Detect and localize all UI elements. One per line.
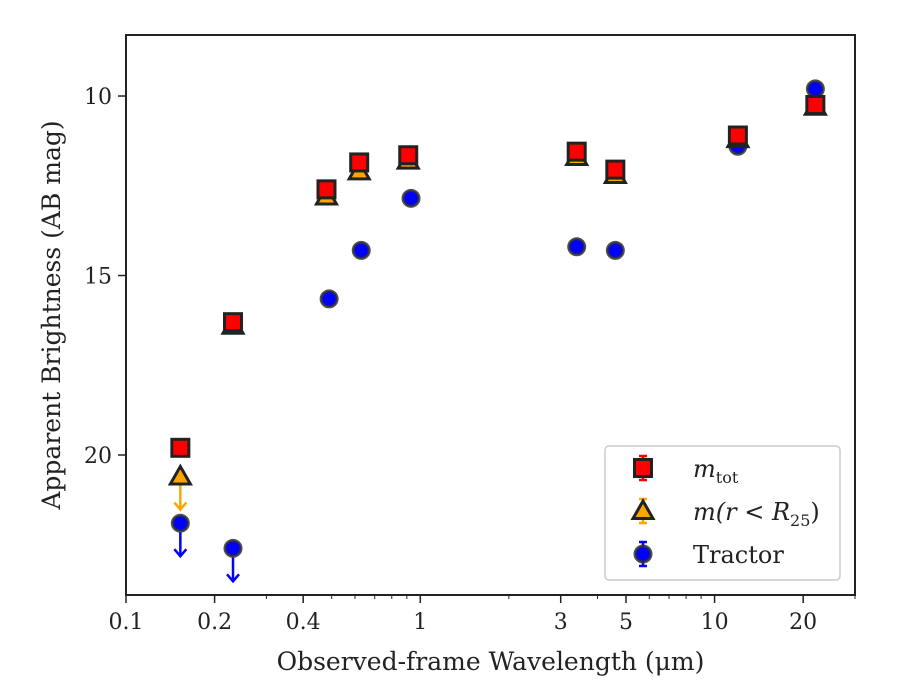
data-layer [167,79,828,584]
upper-limit-arrowhead [173,548,188,559]
x-tick-label: 20 [789,610,817,635]
legend-label: Tractor [693,541,784,569]
legend-label: m(r < R25) [693,498,820,530]
y-axis-title: Apparent Brightness (AB mag) [37,120,66,510]
x-tick-label: 0.1 [109,610,144,635]
y-tick-label: 20 [84,444,112,469]
legend-marker-triangle [630,497,656,520]
x-tick-label: 0.4 [286,610,321,635]
x-tick-label: 0.2 [197,610,232,635]
x-tick-label: 10 [701,610,729,635]
upper-limit-arrowhead [173,501,188,512]
x-tick-label: 5 [619,610,633,635]
x-tick-label: 1 [413,610,427,635]
legend: mtot m(r < R25) Tractor [604,445,841,581]
upper-limit-arrowhead [226,573,240,584]
x-tick-label: 3 [554,610,568,635]
legend-marker-circle [633,544,653,564]
legend-marker-square [633,458,653,478]
legend-box [604,445,841,581]
y-tick-label: 10 [84,85,112,110]
legend-label: mtot [693,455,739,487]
axes-layer: 0.1 0.2 0.4 1 3 5 10 20 10 15 20 Observed-frame Wav… [37,34,856,676]
plot-frame [125,34,856,596]
y-tick-label: 15 [84,265,112,290]
x-axis-title: Observed-frame Wavelength (μm) [277,647,705,676]
